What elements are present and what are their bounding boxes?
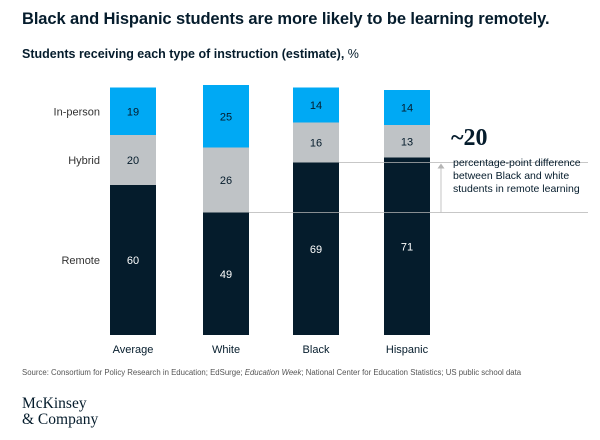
source-suffix: ; National Center for Education Statisti…: [301, 368, 522, 377]
category-label-average: Average: [113, 344, 154, 356]
source-note: Source: Consortium for Policy Research i…: [22, 368, 521, 377]
annotation-text: percentage-point difference between Blac…: [453, 157, 581, 195]
bar-white-hybrid: [203, 147, 249, 213]
category-label-hispanic: Hispanic: [386, 344, 429, 356]
data-label-average-in-person: 19: [127, 106, 139, 118]
data-label-white-remote: 49: [220, 269, 232, 281]
data-label-average-remote: 60: [127, 255, 139, 267]
bar-hispanic-hybrid: [384, 125, 430, 158]
mckinsey-logo: McKinsey & Company: [22, 396, 98, 428]
bar-black-in-person: [293, 87, 339, 123]
source-italic: Education Week: [244, 368, 302, 377]
difference-arrow-icon: [437, 163, 445, 169]
bar-hispanic-in-person: [384, 90, 430, 125]
row-label-remote: Remote: [61, 255, 100, 267]
data-label-average-hybrid: 20: [127, 155, 139, 167]
bar-white-remote: [203, 212, 249, 335]
data-label-white-in-person: 25: [220, 111, 232, 123]
bar-hispanic-remote: [384, 157, 430, 335]
bar-average-hybrid: [110, 135, 156, 185]
bar-black-hybrid: [293, 122, 339, 163]
bar-white-in-person: [203, 85, 249, 148]
data-label-black-in-person: 14: [310, 100, 322, 112]
logo-line-1: McKinsey: [22, 395, 87, 412]
annotation-value: ~20: [451, 125, 488, 151]
data-label-hispanic-hybrid: 13: [401, 136, 413, 148]
subtitle-unit: %: [347, 47, 359, 61]
logo-line-2: & Company: [22, 411, 99, 428]
bar-black-remote: [293, 162, 339, 335]
bar-average-remote: [110, 185, 156, 335]
bar-average-in-person: [110, 87, 156, 135]
chart-title: Black and Hispanic students are more lik…: [22, 10, 550, 28]
category-label-black: Black: [303, 344, 330, 356]
chart-subtitle: Students receiving each type of instruct…: [22, 47, 359, 61]
data-label-hispanic-remote: 71: [401, 241, 413, 253]
row-label-hybrid: Hybrid: [68, 155, 100, 167]
data-label-white-hybrid: 26: [220, 175, 232, 187]
row-label-in-person: In-person: [54, 106, 100, 118]
category-label-white: White: [212, 344, 240, 356]
data-label-black-hybrid: 16: [310, 138, 322, 150]
data-label-hispanic-in-person: 14: [401, 103, 413, 115]
subtitle-text: Students receiving each type of instruct…: [22, 47, 345, 61]
data-label-black-remote: 69: [310, 244, 322, 256]
source-prefix: Source: Consortium for Policy Research i…: [22, 368, 245, 377]
